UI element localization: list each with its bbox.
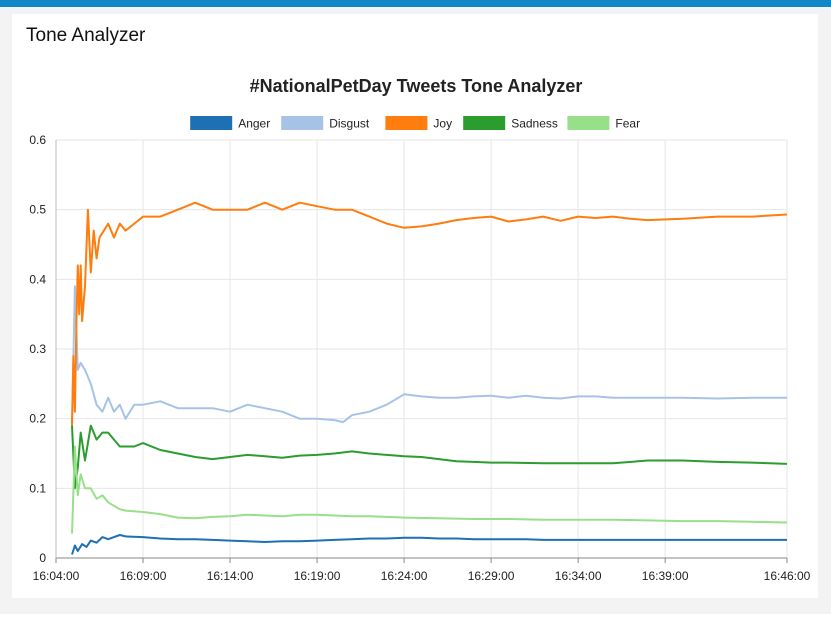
x-tick-label: 16:34:00 bbox=[555, 569, 602, 583]
chart-title: #NationalPetDay Tweets Tone Analyzer bbox=[250, 76, 583, 96]
series-line-disgust[interactable] bbox=[71, 285, 787, 426]
series-line-fear[interactable] bbox=[71, 445, 788, 534]
legend-label: Fear bbox=[615, 117, 640, 131]
legend: Anger Disgust Joy Sadness Fear bbox=[190, 116, 640, 131]
legend-label: Disgust bbox=[329, 117, 370, 131]
x-tick-label: 16:29:00 bbox=[468, 569, 515, 583]
axes: 0 0.1 0.2 0.3 0.4 0.5 0.6 16:04:00 16:09:00 16:14… bbox=[29, 133, 810, 583]
legend-item-anger[interactable]: Anger bbox=[190, 116, 270, 131]
x-tick-label: 16:19:00 bbox=[294, 569, 341, 583]
y-tick-label: 0.4 bbox=[29, 272, 46, 286]
chart-card: Tone Analyzer bbox=[12, 14, 818, 598]
series-line-joy[interactable] bbox=[71, 201, 788, 426]
y-tick-label: 0.1 bbox=[29, 481, 46, 495]
x-tick-label: 16:09:00 bbox=[120, 569, 167, 583]
app-title: Tone Analyzer bbox=[26, 25, 146, 46]
y-tick-label: 0.6 bbox=[29, 133, 46, 147]
y-tick-label: 0.2 bbox=[29, 412, 46, 426]
series-lines bbox=[71, 201, 788, 555]
y-tick-label: 0 bbox=[39, 551, 46, 565]
x-tick-label: 16:24:00 bbox=[381, 569, 428, 583]
legend-item-joy[interactable]: Joy bbox=[385, 116, 452, 131]
legend-label: Sadness bbox=[511, 117, 558, 131]
series-line-sadness[interactable] bbox=[71, 424, 788, 490]
legend-item-sadness[interactable]: Sadness bbox=[463, 116, 558, 131]
y-tick-label: 0.5 bbox=[29, 203, 46, 217]
legend-item-fear[interactable]: Fear bbox=[567, 116, 640, 131]
x-tick-label: 16:14:00 bbox=[207, 569, 254, 583]
legend-swatch bbox=[190, 116, 233, 130]
legend-swatch bbox=[385, 116, 428, 130]
y-tick-label: 0.3 bbox=[29, 342, 46, 356]
legend-label: Joy bbox=[433, 117, 452, 131]
legend-label: Anger bbox=[238, 117, 270, 131]
x-tick-label: 16:39:00 bbox=[642, 569, 689, 583]
x-tick-label: 16:04:00 bbox=[33, 569, 80, 583]
top-accent-bar bbox=[0, 0, 831, 7]
grid-lines bbox=[55, 139, 788, 559]
x-tick-label: 16:46:00 bbox=[764, 569, 811, 583]
legend-swatch bbox=[463, 116, 506, 130]
series-line-anger[interactable] bbox=[71, 534, 787, 555]
legend-swatch bbox=[567, 116, 610, 130]
legend-swatch bbox=[281, 116, 324, 130]
legend-item-disgust[interactable]: Disgust bbox=[281, 116, 370, 131]
